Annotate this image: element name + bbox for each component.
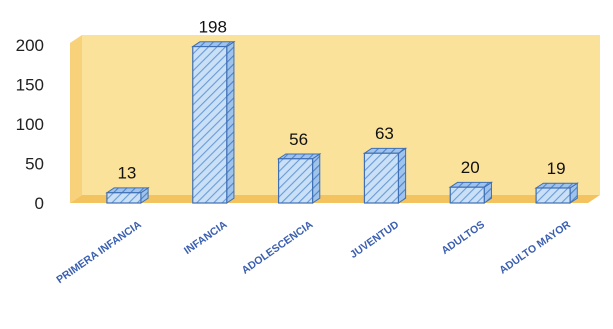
category-label: PRIMERA INFANCIA [54, 218, 144, 286]
category-label: ADOLESCENCIA [240, 218, 316, 276]
back-wall [82, 35, 600, 195]
y-tick-label: 50 [25, 155, 44, 174]
side-wall [70, 35, 82, 203]
data-label: 56 [289, 130, 308, 149]
category-labels: PRIMERA INFANCIA INFANCIA ADOLESCENCIA JUVE… [54, 218, 573, 286]
data-label: 20 [461, 158, 480, 177]
floor [70, 195, 600, 203]
bar [362, 147, 408, 204]
bar [276, 153, 322, 204]
data-label: 63 [375, 124, 394, 143]
data-label: 198 [199, 18, 227, 37]
category-label: ADULTOS [439, 219, 487, 257]
category-label: JUVENTUD [348, 218, 402, 261]
bar [534, 182, 579, 204]
data-label: 13 [117, 164, 136, 183]
y-tick-label: 100 [16, 115, 44, 134]
bar [448, 181, 494, 204]
category-label: INFANCIA [182, 218, 230, 257]
bar [105, 186, 150, 204]
y-axis-ticks: 0 50 100 150 200 [16, 36, 44, 213]
chart-walls [70, 35, 600, 203]
y-tick-label: 150 [16, 76, 44, 95]
data-labels: 13 198 56 63 20 19 [117, 18, 565, 183]
data-label: 19 [547, 159, 566, 178]
y-tick-label: 200 [16, 36, 44, 55]
y-tick-label: 0 [35, 194, 44, 213]
category-label: ADULTO MAYOR [497, 218, 573, 276]
bar [191, 40, 236, 204]
bars [105, 40, 579, 204]
